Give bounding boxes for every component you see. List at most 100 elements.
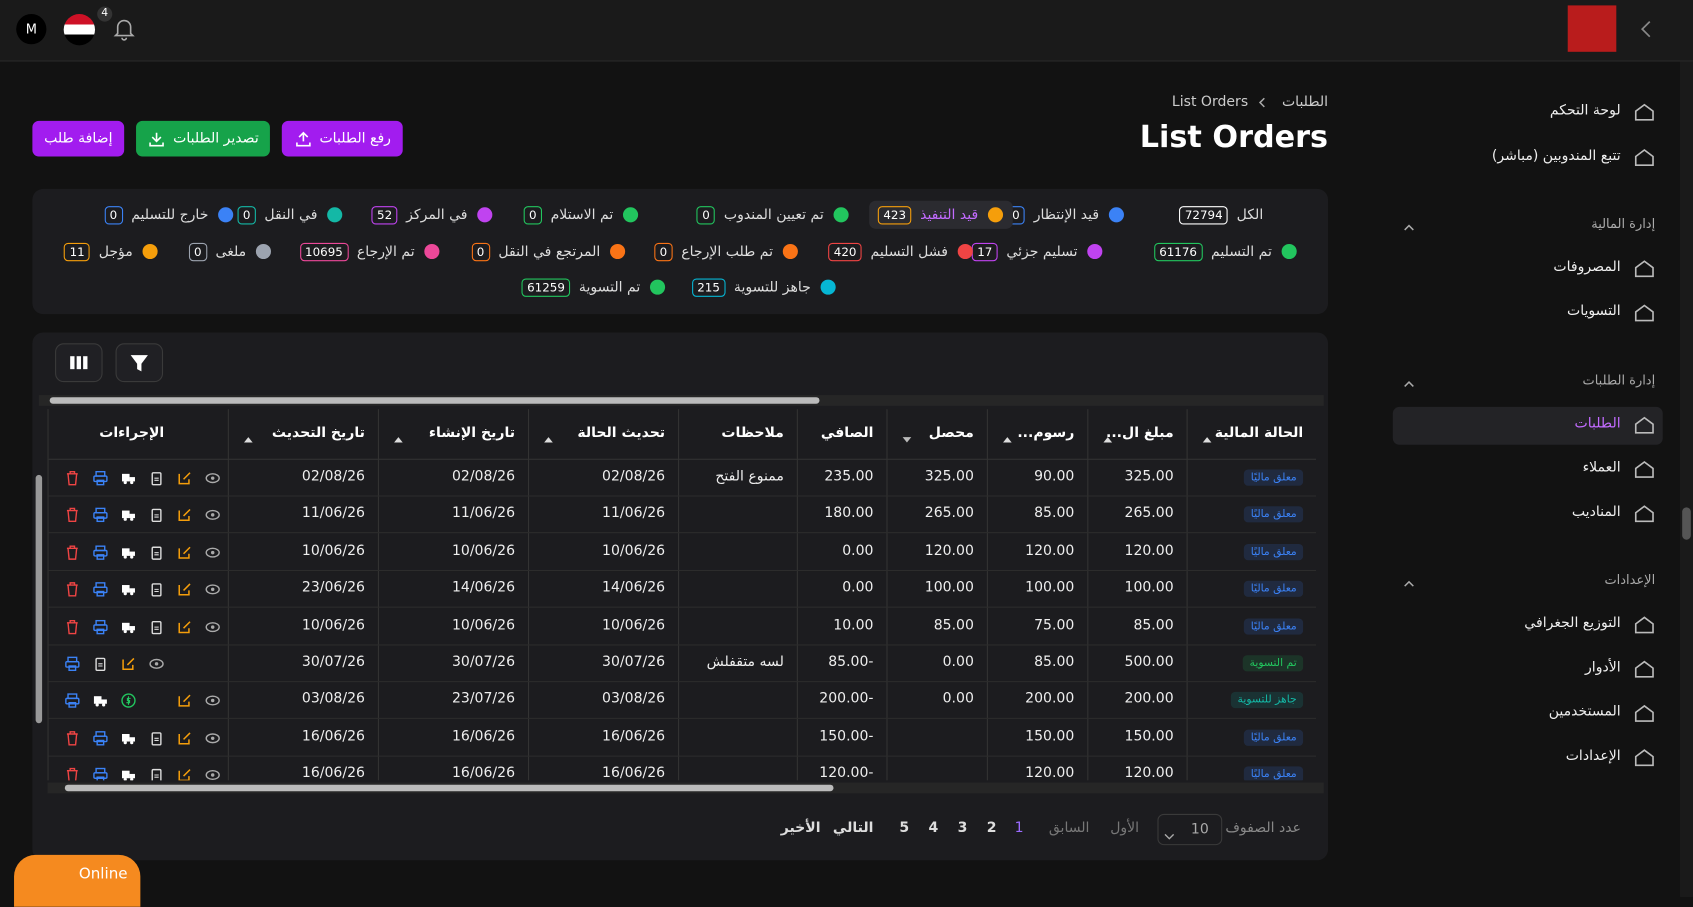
row-action-edit[interactable] xyxy=(177,581,192,602)
status-chip[interactable]: تم تعيين المندوب 0 xyxy=(688,201,858,229)
sidebar-item[interactable]: الطلبات xyxy=(1574,415,1621,432)
action-button[interactable]: إضافة طلب xyxy=(32,120,125,157)
row-action-print[interactable] xyxy=(65,655,80,676)
page-next[interactable]: التالي xyxy=(832,820,874,837)
page-number[interactable]: 5 xyxy=(899,820,910,837)
row-action-edit[interactable] xyxy=(177,507,192,528)
status-chip[interactable]: تم التسوية 61259 xyxy=(513,273,675,301)
status-chip[interactable]: مؤجل 11 xyxy=(56,237,168,265)
sidebar-item[interactable]: الأدوار xyxy=(1585,659,1621,676)
row-action-edit[interactable] xyxy=(177,729,192,750)
sidebar-item[interactable]: العملاء xyxy=(1582,459,1621,477)
status-chip[interactable]: قيد الإنتظار 0 xyxy=(998,201,1134,229)
sidebar-item[interactable]: التوزيع الجغرافي xyxy=(1524,615,1621,632)
page-last[interactable]: الأخير xyxy=(780,820,821,837)
row-action-print[interactable] xyxy=(93,507,108,528)
row-action-eye[interactable] xyxy=(205,767,220,781)
row-action-print[interactable] xyxy=(93,767,108,781)
row-action-copy[interactable] xyxy=(149,581,164,602)
status-chip[interactable]: فشل التسليم 420 xyxy=(820,237,983,265)
collapse-chevron[interactable] xyxy=(1638,19,1655,38)
row-action-eye[interactable] xyxy=(205,581,220,602)
row-action-eye[interactable] xyxy=(205,618,220,639)
column-header[interactable]: الإجراءات xyxy=(99,425,165,442)
row-action-truck[interactable] xyxy=(121,618,136,639)
page-size-select[interactable]: 10 xyxy=(1157,813,1223,846)
row-action-trash[interactable] xyxy=(65,581,80,602)
row-action-trash[interactable] xyxy=(65,729,80,750)
status-chip[interactable]: جاهز للتسوية 215 xyxy=(683,273,845,301)
row-action-copy[interactable] xyxy=(149,507,164,528)
status-chip[interactable]: ملغى 0 xyxy=(180,237,281,265)
row-action-trash[interactable] xyxy=(65,767,80,781)
sidebar-item[interactable]: المستخدمين xyxy=(1548,703,1621,720)
row-action-eye[interactable] xyxy=(205,692,220,713)
row-action-dollar[interactable] xyxy=(121,692,136,713)
row-action-copy[interactable] xyxy=(149,729,164,750)
row-action-truck[interactable] xyxy=(121,729,136,750)
status-chip[interactable]: خارج للتسليم 0 xyxy=(96,201,243,229)
sidebar-item[interactable]: الإعدادات xyxy=(1565,748,1621,765)
status-chip[interactable]: في النقل 0 xyxy=(229,201,352,229)
page-number[interactable]: 1 xyxy=(1014,820,1024,837)
page-prev[interactable]: السابق xyxy=(1048,820,1090,837)
sidebar-item[interactable]: التسويات xyxy=(1567,303,1621,320)
row-action-print[interactable] xyxy=(93,470,108,491)
row-action-truck[interactable] xyxy=(121,470,136,491)
bell-icon[interactable] xyxy=(113,17,135,41)
row-action-eye[interactable] xyxy=(205,470,220,491)
row-action-eye[interactable] xyxy=(205,544,220,565)
status-chip[interactable]: تم التسليم 61176 xyxy=(1145,237,1306,265)
row-action-trash[interactable] xyxy=(65,470,80,491)
row-action-edit[interactable] xyxy=(177,692,192,713)
row-action-edit[interactable] xyxy=(177,618,192,639)
row-action-edit[interactable] xyxy=(177,470,192,491)
row-action-print[interactable] xyxy=(93,618,108,639)
row-action-truck[interactable] xyxy=(121,507,136,528)
sidebar-item[interactable]: تتبع المندوبين (مباشر) xyxy=(1491,147,1621,165)
column-header[interactable]: تاريخ التحديث xyxy=(271,425,365,442)
column-header[interactable]: رسوم... xyxy=(1017,425,1075,442)
row-action-print[interactable] xyxy=(65,692,80,713)
row-action-edit[interactable] xyxy=(177,544,192,565)
page-first[interactable]: الأول xyxy=(1110,820,1140,837)
row-action-copy[interactable] xyxy=(93,655,108,676)
row-action-edit[interactable] xyxy=(177,767,192,781)
action-button[interactable]: تصدير الطلبات xyxy=(136,120,270,157)
row-action-truck[interactable] xyxy=(121,767,136,781)
status-chip[interactable]: تسليم جزئي 17 xyxy=(963,237,1112,265)
row-action-truck[interactable] xyxy=(93,692,108,713)
row-action-edit[interactable] xyxy=(121,655,136,676)
status-chip[interactable]: الكل 72794 xyxy=(1171,201,1272,229)
columns-button[interactable] xyxy=(55,343,103,383)
row-action-copy[interactable] xyxy=(149,470,164,491)
column-header[interactable]: تحديث الحالة xyxy=(577,425,666,442)
page-number[interactable]: 3 xyxy=(957,820,968,837)
row-action-eye[interactable] xyxy=(205,729,220,750)
row-action-trash[interactable] xyxy=(65,618,80,639)
column-header[interactable]: مبلغ ال... xyxy=(1106,425,1174,442)
sidebar-item[interactable]: لوحة التحكم xyxy=(1549,102,1621,119)
sidebar-item[interactable]: المصروفات xyxy=(1553,259,1621,276)
row-action-copy[interactable] xyxy=(149,767,164,781)
column-header[interactable]: تاريخ الإنشاء xyxy=(428,425,516,442)
online-pill[interactable]: Online xyxy=(14,854,141,907)
status-chip[interactable]: في المركز 52 xyxy=(363,201,502,229)
sidebar-section[interactable]: إدارة المالية xyxy=(1591,215,1656,231)
row-action-print[interactable] xyxy=(93,729,108,750)
filter-button[interactable] xyxy=(115,343,164,383)
row-action-copy[interactable] xyxy=(149,544,164,565)
row-action-copy[interactable] xyxy=(149,618,164,639)
page-number[interactable]: 2 xyxy=(986,820,997,837)
breadcrumb-current[interactable]: الطلبات xyxy=(1281,93,1329,111)
sidebar-section[interactable]: الإعدادات xyxy=(1604,572,1656,588)
sidebar-item[interactable]: المناديب xyxy=(1571,504,1621,521)
row-action-truck[interactable] xyxy=(121,581,136,602)
column-header[interactable]: ملاحظات xyxy=(721,425,784,442)
status-chip[interactable]: المرتجع في النقل 0 xyxy=(463,237,635,265)
flag[interactable] xyxy=(63,14,96,46)
column-header[interactable]: الحالة المالية xyxy=(1214,425,1304,442)
row-action-trash[interactable] xyxy=(65,507,80,528)
column-header[interactable]: محصل xyxy=(928,425,974,442)
status-chip[interactable]: قيد التنفيذ 423 xyxy=(869,200,1013,229)
